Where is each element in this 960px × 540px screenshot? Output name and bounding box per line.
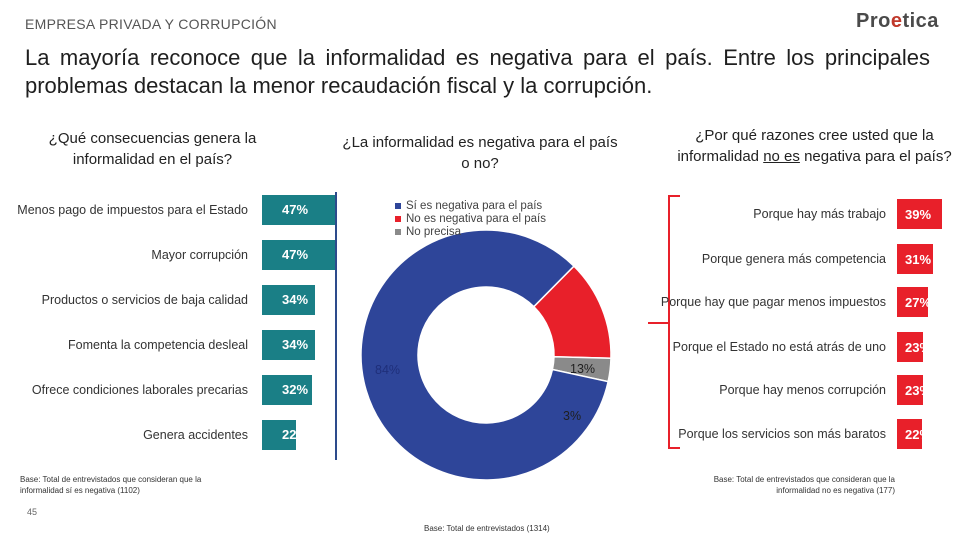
legend-label: No es negativa para el país xyxy=(406,213,546,225)
bar-category-label: Porque los servicios son más baratos xyxy=(641,427,886,441)
legend-swatch xyxy=(395,216,401,222)
bar-value-label: 32% xyxy=(282,382,308,397)
legend-label: No precisa xyxy=(406,226,461,238)
bar-value-label: 22% xyxy=(905,427,931,442)
legend-swatch xyxy=(395,203,401,209)
left-chart-axis-line xyxy=(335,192,337,460)
bar-category-label: Porque hay menos corrupción xyxy=(641,383,886,397)
bar-value-label: 47% xyxy=(282,202,308,217)
donut-value-label: 3% xyxy=(563,409,581,423)
middle-question: ¿La informalidad es negativa para el paí… xyxy=(340,132,620,174)
bar-value-label: 47% xyxy=(282,247,308,262)
proetica-logo: Proetica xyxy=(856,10,939,33)
page-number: 45 xyxy=(27,507,37,517)
right-bracket-left xyxy=(668,195,680,449)
bar-category-label: Ofrece condiciones laborales precarias xyxy=(8,383,248,397)
donut-value-label: 13% xyxy=(570,362,595,376)
right-base-note: Base: Total de entrevistados que conside… xyxy=(700,474,895,496)
bar-value-label: 23% xyxy=(905,340,931,355)
bar-category-label: Genera accidentes xyxy=(8,428,248,442)
bar-category-label: Fomenta la competencia desleal xyxy=(8,338,248,352)
left-question: ¿Qué consecuencias genera la informalida… xyxy=(30,128,275,170)
right-question: ¿Por qué razones cree usted que la infor… xyxy=(672,125,957,167)
bar-value-label: 31% xyxy=(905,252,931,267)
bar-category-label: Porque el Estado no está atrás de uno xyxy=(641,340,886,354)
page-headline: La mayoría reconoce que la informalidad … xyxy=(25,44,930,100)
section-label: EMPRESA PRIVADA Y CORRUPCIÓN xyxy=(25,16,277,32)
bar-value-label: 34% xyxy=(282,292,308,307)
logo-text-post: tica xyxy=(902,10,938,32)
bar-value-label: 34% xyxy=(282,337,308,352)
bar-category-label: Porque hay más trabajo xyxy=(641,207,886,221)
donut-slice xyxy=(534,266,611,358)
left-base-note: Base: Total de entrevistados que conside… xyxy=(20,474,210,496)
bar-category-label: Porque genera más competencia xyxy=(641,252,886,266)
bar-category-label: Mayor corrupción xyxy=(8,248,248,262)
middle-base-note: Base: Total de entrevistados (1314) xyxy=(424,523,624,534)
donut-slice xyxy=(361,230,608,480)
logo-text-pre: Pro xyxy=(856,10,891,32)
right-question-emphasis: no es xyxy=(763,148,800,165)
legend-label: Sí es negativa para el país xyxy=(406,200,542,212)
legend-swatch xyxy=(395,229,401,235)
bar-value-label: 22% xyxy=(282,427,308,442)
donut-legend: Sí es negativa para el país No es negativ… xyxy=(395,200,546,239)
legend-item: No es negativa para el país xyxy=(395,213,546,226)
bar-value-label: 23% xyxy=(905,383,931,398)
bracket-connector xyxy=(648,322,668,324)
legend-item: Sí es negativa para el país xyxy=(395,200,546,213)
legend-item: No precisa xyxy=(395,226,546,239)
bar-category-label: Menos pago de impuestos para el Estado xyxy=(8,203,248,217)
bar-value-label: 39% xyxy=(905,207,931,222)
donut-value-label: 84% xyxy=(375,363,400,377)
bar-category-label: Productos o servicios de baja calidad xyxy=(8,293,248,307)
right-question-post: negativa para el país? xyxy=(800,148,952,165)
bar-category-label: Porque hay que pagar menos impuestos xyxy=(641,295,886,309)
donut-slice xyxy=(552,357,611,382)
bar-value-label: 27% xyxy=(905,295,931,310)
logo-text-accent: e xyxy=(891,10,903,32)
